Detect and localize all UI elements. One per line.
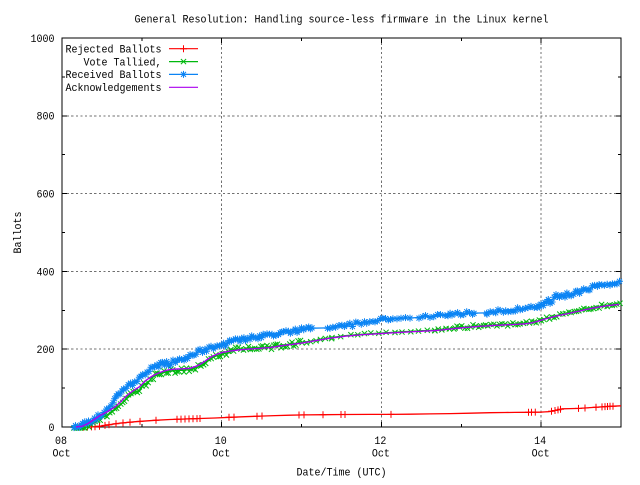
svg-text:800: 800 [37,112,55,124]
svg-text:200: 200 [37,345,55,357]
svg-text:General Resolution: Handling s: General Resolution: Handling source-less… [135,14,549,26]
svg-text:Acknowledgements: Acknowledgements [66,83,162,95]
svg-text:10: 10 [215,436,227,448]
svg-text:Vote Tallied,: Vote Tallied, [84,57,162,69]
svg-text:14: 14 [534,436,546,448]
svg-text:Date/Time (UTC): Date/Time (UTC) [297,468,387,480]
svg-text:Oct: Oct [532,449,550,461]
svg-text:400: 400 [37,267,55,279]
svg-text:Oct: Oct [372,449,390,461]
svg-text:600: 600 [37,190,55,202]
svg-text:Rejected Ballots: Rejected Ballots [66,45,162,57]
svg-text:Ballots: Ballots [13,212,25,254]
svg-text:Oct: Oct [212,449,230,461]
svg-text:0: 0 [49,423,55,435]
svg-text:Received Ballots: Received Ballots [66,70,162,82]
svg-text:12: 12 [374,436,386,448]
svg-text:08: 08 [55,436,67,448]
svg-text:Oct: Oct [53,449,71,461]
svg-text:1000: 1000 [31,34,55,46]
